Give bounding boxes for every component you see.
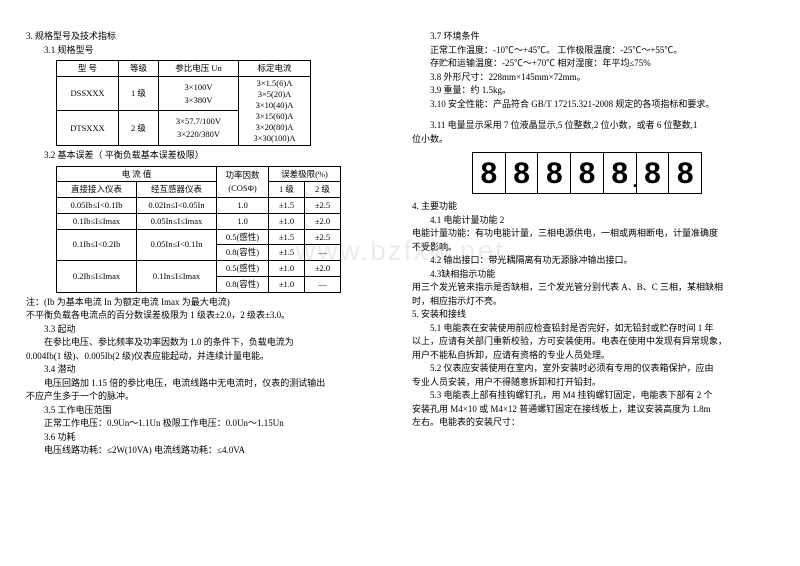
t2-r4-b: 0.1In≤I≤Imax [137, 261, 217, 293]
t2-r1-pf: 1.0 [217, 198, 269, 214]
section-3-11-a: 3.11 电量显示采用 7 位液晶显示,5 位整数,2 位小数，或者 6 位整数… [412, 119, 774, 133]
t2-h-c1: 1 级 [269, 182, 305, 198]
p-5-3-a: 5.3 电能表上部有挂钩螺钉孔，用 M4 挂钩螺钉固定，电能表下部有 2 个 [412, 389, 774, 403]
t1-r2-grade: 2 级 [119, 111, 159, 146]
p-3-7-1: 正常工作温度：-10℃～+45℃。 工作极限温度：-25℃～+55℃。 [412, 44, 774, 58]
t2-r3-pfb: 0.8(容性) [217, 245, 269, 261]
t2-r1-e2: ±2.5 [305, 198, 341, 214]
section-3-1-heading: 3.1 规格型号 [26, 44, 388, 58]
t2-r1-a: 0.05Ib≤I<0.1Ib [57, 198, 137, 214]
t1-r1-voltage: 3×100V3×380V [159, 76, 239, 111]
p-5-2-a: 5.2 仪表应安装使用在室内，室外安装时必须有专用的仪表箱保护，应由 [412, 362, 774, 376]
t1-r2-model: DTSXXX [57, 111, 119, 146]
note-2: 不平衡负载各电流点的百分数误差极限为 1 级表±2.0，2 级表±3.0。 [26, 309, 388, 323]
t1-h-model: 型 号 [57, 61, 119, 77]
p-4-1-a: 电能计量功能：有功电能计量，三相电源供电，一相或两相断电，计量准确度 [412, 227, 774, 241]
t2-r4-pfa: 0.5(感性) [217, 261, 269, 277]
p-3-6: 电压线路功耗：≤2W(10VA) 电流线路功耗：≤4.0VA [26, 444, 388, 458]
section-3-10: 3.10 安全性能：产品符合 GB/T 17215.321-2008 规定的各项… [412, 98, 774, 112]
section-3-8: 3.8 外形尺寸：228mm×145mm×72mm。 [412, 71, 774, 85]
t2-r4b-e1: ±1.0 [269, 276, 305, 292]
p-4-3-b: 时，相应指示灯不亮。 [412, 295, 774, 309]
t2-r3-b: 0.05In≤I<0.1In [137, 229, 217, 261]
lcd-digit-2: 8 [506, 153, 539, 193]
t2-r4b-e2: — [305, 276, 341, 292]
lcd-digit-3: 8 [538, 153, 571, 193]
t2-r3-e2: ±2.5 [305, 229, 341, 245]
t2-r2-a: 0.1Ib≤I≤Imax [57, 213, 137, 229]
section-3-2-heading: 3.2 基本误差（ 平衡负载基本误差极限） [26, 149, 388, 163]
t2-r1-e1: ±1.5 [269, 198, 305, 214]
t2-h-c2: 2 级 [305, 182, 341, 198]
p-4-1-b: 不受影响。 [412, 241, 774, 255]
t2-r3-a: 0.1Ib≤I<0.2Ib [57, 229, 137, 261]
note-1: 注：(Ib 为基本电流 In 为额定电流 Imax 为最大电流) [26, 296, 388, 310]
t2-r2-b: 0.05In≤I≤Imax [137, 213, 217, 229]
t2-r4-pfb: 0.8(容性) [217, 276, 269, 292]
lcd-digit-1: 8 [473, 153, 506, 193]
t2-r3-e1: ±1.5 [269, 229, 305, 245]
spec-table: 型 号 等级 参比电压 Un 标定电流 DSSXXX 1 级 3×100V3×3… [56, 60, 311, 146]
lcd-digit-6: 8 [637, 153, 670, 193]
t2-r4-e1: ±1.0 [269, 261, 305, 277]
t2-h-direct: 直接接入仪表 [57, 182, 137, 198]
p-3-3-a: 在参比电压、参比频率及功率因数为 1.0 的条件下，负载电流为 [26, 336, 388, 350]
section-3-5-heading: 3.5 工作电压范围 [26, 404, 388, 418]
t2-r2-e1: ±1.0 [269, 213, 305, 229]
t1-r2-voltage: 3×57.7/100V3×220/380V [159, 111, 239, 146]
t2-h-pf: 功率因数(COSΦ) [217, 166, 269, 198]
section-4-heading: 4. 主要功能 [412, 200, 774, 214]
t1-h-current: 标定电流 [239, 61, 311, 77]
section-3-9: 3.9 重量：约 1.5kg。 [412, 84, 774, 98]
p-5-1-b: 以上，应请有关部门重新校验，方可安装使用。电表在使用中发现有异常现象， [412, 335, 774, 349]
section-3-heading: 3. 规格型号及技术指标 [26, 30, 388, 44]
t1-h-grade: 等级 [119, 61, 159, 77]
p-3-4-b: 不应产生多于一个的脉冲。 [26, 390, 388, 404]
t2-r4-e2: ±2.0 [305, 261, 341, 277]
t2-r3-pfa: 0.5(感性) [217, 229, 269, 245]
section-4-3: 4.3缺相指示功能 [412, 268, 774, 282]
p-4-3-a: 用三个发光管来指示是否缺相，三个发光管分别代表 A、B、C 三相，某相缺相 [412, 281, 774, 295]
lcd-display: 8 8 8 8 8 8 8 [472, 152, 702, 194]
t1-r1-model: DSSXXX [57, 76, 119, 111]
lcd-digit-5: 8 [604, 153, 637, 193]
left-column: 3. 规格型号及技术指标 3.1 规格型号 型 号 等级 参比电压 Un 标定电… [18, 30, 400, 556]
p-5-3-c: 左右。电能表的安装尺寸： [412, 416, 774, 430]
p-5-3-b: 安装孔用 M4×10 或 M4×12 普通螺钉固定在接线板上，建议安装高度为 1… [412, 403, 774, 417]
p-5-2-b: 专业人员安装，用户不得随意拆卸和打开铅封。 [412, 376, 774, 390]
lcd-digit-7: 8 [669, 153, 701, 193]
section-3-11-b: 位小数。 [412, 133, 774, 147]
lcd-digit-4: 8 [571, 153, 604, 193]
p-3-3-b: 0.004Ib(1 级)、0.005Ib(2 级)仪表应能起动，并连续计量电能。 [26, 350, 388, 364]
p-3-5: 正常工作电压：0.9Un～1.1Un 极限工作电压：0.0Un～1.15Un [26, 417, 388, 431]
section-3-3-heading: 3.3 起动 [26, 323, 388, 337]
t2-h-err: 误差极限(%) [269, 166, 341, 182]
t2-r3b-e1: ±1.5 [269, 245, 305, 261]
section-3-7-heading: 3.7 环境条件 [412, 30, 774, 44]
p-5-1-c: 用户不能私自拆卸，应请有资格的专业人员处理。 [412, 349, 774, 363]
section-3-6-heading: 3.6 功耗 [26, 431, 388, 445]
t2-h-trans: 经互感器仪表 [137, 182, 217, 198]
section-4-1: 4.1 电能计量功能 2 [412, 214, 774, 228]
section-4-2: 4.2 输出接口：带光耦隔离有功无源脉冲输出接口。 [412, 254, 774, 268]
section-3-4-heading: 3.4 潜动 [26, 363, 388, 377]
error-table: 电 流 值 功率因数(COSΦ) 误差极限(%) 直接接入仪表 经互感器仪表 1… [56, 166, 341, 293]
t1-r1-grade: 1 级 [119, 76, 159, 111]
p-5-1-a: 5.1 电能表在安装使用前应检查铅封是否完好，如无铅封或贮存时间 1 年 [412, 322, 774, 336]
t2-r4-a: 0.2Ib≤I≤Imax [57, 261, 137, 293]
t2-r2-pf: 1.0 [217, 213, 269, 229]
section-5-heading: 5. 安装和接线 [412, 308, 774, 322]
p-3-7-2: 存贮和运输温度：-25℃～+70℃ 相对湿度：年平均≤75% [412, 57, 774, 71]
t2-h-curr: 电 流 值 [57, 166, 217, 182]
t2-r1-b: 0.02In≤I<0.05In [137, 198, 217, 214]
t2-r3b-e2: — [305, 245, 341, 261]
p-3-4-a: 电压回路加 1.15 倍的参比电压，电流线路中无电流时，仪表的测试输出 [26, 377, 388, 391]
t2-r2-e2: ±2.0 [305, 213, 341, 229]
t1-h-voltage: 参比电压 Un [159, 61, 239, 77]
t1-r1-current: 3×1.5(6)A3×5(20)A3×10(40)A3×15(60)A3×20(… [239, 76, 311, 145]
right-column: 3.7 环境条件 正常工作温度：-10℃～+45℃。 工作极限温度：-25℃～+… [400, 30, 782, 556]
